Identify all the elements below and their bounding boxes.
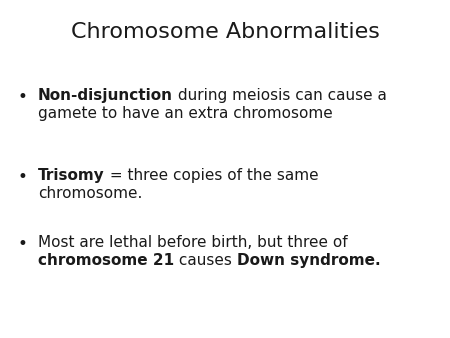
Text: = three copies of the same: = three copies of the same xyxy=(105,168,319,183)
Text: Down syndrome.: Down syndrome. xyxy=(237,253,381,268)
Text: during meiosis can cause a: during meiosis can cause a xyxy=(173,88,387,103)
Text: Most are lethal before birth, but three of: Most are lethal before birth, but three … xyxy=(38,235,347,250)
Text: Non-disjunction: Non-disjunction xyxy=(38,88,173,103)
Text: chromosome.: chromosome. xyxy=(38,186,142,201)
Text: gamete to have an extra chromosome: gamete to have an extra chromosome xyxy=(38,106,333,121)
Text: Chromosome Abnormalities: Chromosome Abnormalities xyxy=(71,22,379,42)
Text: •: • xyxy=(17,168,27,186)
Text: •: • xyxy=(17,88,27,106)
Text: causes: causes xyxy=(174,253,237,268)
Text: chromosome 21: chromosome 21 xyxy=(38,253,174,268)
Text: Trisomy: Trisomy xyxy=(38,168,105,183)
Text: •: • xyxy=(17,235,27,253)
